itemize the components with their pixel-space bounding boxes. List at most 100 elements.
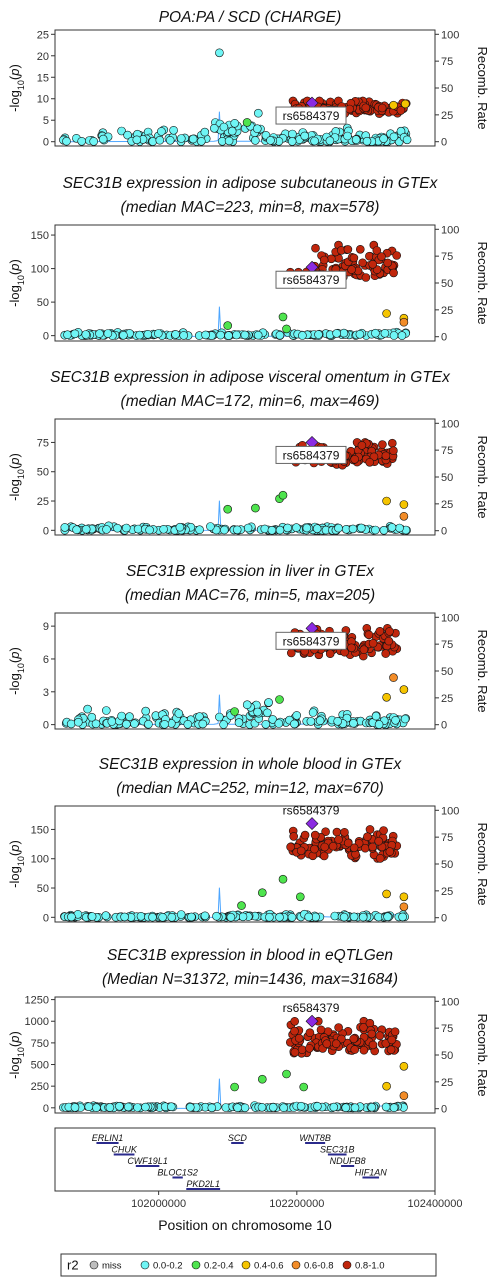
snp-point	[297, 1045, 307, 1054]
snp-point	[389, 446, 398, 456]
snp-point	[310, 136, 319, 146]
legend-swatch	[191, 1260, 201, 1270]
snp-point	[311, 243, 320, 253]
snp-point	[375, 626, 385, 636]
y-axis-label-subscript: 10	[16, 1047, 26, 1057]
y2-axis-label: Recomb. Rate	[475, 1013, 490, 1096]
snp-point	[350, 454, 360, 464]
panel-3: SEC31B expression in adipose visceral om…	[7, 369, 490, 538]
lead-snp-label-box	[275, 445, 347, 464]
y-axis-label-paren: (	[7, 270, 22, 275]
snp-point	[206, 522, 215, 531]
snp-point	[345, 104, 354, 114]
snp-point	[201, 330, 210, 340]
snp-point	[87, 712, 97, 722]
snp-point	[233, 1103, 242, 1112]
snp-point	[286, 842, 295, 852]
x-tick-label: 102200000	[269, 1198, 324, 1210]
snp-point	[282, 324, 291, 334]
points-group	[60, 240, 411, 340]
snp-point	[169, 126, 178, 135]
snp-point	[165, 136, 175, 145]
y-axis-label: -log10(p)	[7, 453, 26, 501]
snp-point	[117, 126, 126, 136]
snp-point	[117, 711, 126, 721]
y-tick-label: 25	[37, 29, 49, 41]
lead-snp-label: rs6584379	[283, 634, 340, 648]
y-axis-label: -log10(p)	[7, 259, 26, 307]
snp-point	[312, 524, 322, 533]
snp-point	[287, 912, 297, 922]
snp-point	[389, 1103, 399, 1112]
x-axis-label: Position on chromosome 10	[158, 1217, 332, 1233]
y2-tick-label: 50	[441, 472, 453, 484]
snp-point	[264, 698, 273, 707]
snp-point	[374, 836, 384, 846]
snp-point	[368, 259, 378, 269]
snp-point	[389, 132, 399, 142]
snp-point	[389, 673, 398, 682]
gene-label: NDUFB8	[330, 1156, 366, 1166]
snp-point	[299, 1082, 309, 1092]
snp-point	[287, 137, 297, 146]
snp-point	[253, 108, 263, 118]
snp-point	[305, 1044, 314, 1053]
snp-point	[81, 330, 91, 339]
y-axis-label: -log10(p)	[7, 647, 26, 695]
snp-point	[382, 889, 391, 899]
snp-point	[349, 1034, 359, 1044]
legend-label: miss	[102, 1261, 122, 1272]
y2-tick-label: 100	[441, 805, 459, 817]
y2-axis-label: Recomb. Rate	[475, 435, 490, 518]
panel-title: SEC31B expression in adipose subcutaneou…	[63, 175, 439, 192]
snp-point	[159, 524, 168, 534]
y2-tick-label: 100	[441, 418, 459, 430]
snp-point	[298, 331, 307, 340]
y-axis-label-subscript: 10	[16, 469, 26, 479]
snp-point	[279, 1103, 289, 1112]
lead-snp-label-box	[275, 270, 347, 289]
snp-point	[275, 695, 284, 704]
y-axis-label-subscript: 10	[16, 80, 26, 90]
y2-axis-label: Recomb. Rate	[475, 822, 490, 905]
snp-point	[275, 525, 285, 535]
snp-point	[60, 523, 70, 532]
legend: r2 miss 0.0-0.2 0.2-0.4 0.4-0.6 0.6-0.8 0.8-1.…	[60, 1253, 437, 1277]
snp-point	[331, 1039, 341, 1048]
snp-point	[387, 438, 397, 448]
snp-point	[333, 716, 343, 726]
y-axis-label-p: p	[7, 1036, 22, 1044]
snp-point	[367, 1102, 377, 1112]
lead-snp-label-box	[275, 631, 347, 650]
y-axis-label-paren: )	[7, 64, 22, 68]
y-axis-label-paren: )	[7, 840, 22, 844]
snp-point	[326, 254, 336, 264]
snp-point	[399, 1062, 409, 1071]
snp-point	[379, 134, 388, 143]
y2-tick-label: 50	[441, 859, 453, 871]
y-tick-label: 15	[37, 72, 49, 84]
snp-point	[361, 273, 371, 282]
snp-point	[375, 1031, 385, 1040]
legend-swatch	[241, 1260, 251, 1270]
snp-point	[302, 523, 312, 533]
y-tick-label: 150	[31, 230, 49, 242]
snp-point	[343, 838, 353, 848]
snp-point	[349, 912, 359, 922]
y-tick-label: 50	[37, 883, 49, 895]
y-axis-label-paren: )	[7, 453, 22, 457]
snp-point	[265, 912, 274, 922]
snp-point	[372, 246, 382, 255]
lead-snp-label: rs6584379	[283, 1001, 340, 1015]
snp-point	[316, 1025, 326, 1035]
gene-label: CHUK	[111, 1145, 137, 1155]
snp-point	[371, 525, 380, 535]
snp-point	[387, 1035, 397, 1045]
snp-point	[261, 719, 271, 729]
snp-point	[399, 511, 409, 521]
snp-point	[399, 685, 409, 694]
plot-frame	[54, 996, 436, 1114]
snp-point	[101, 911, 111, 920]
snp-point	[391, 715, 400, 725]
